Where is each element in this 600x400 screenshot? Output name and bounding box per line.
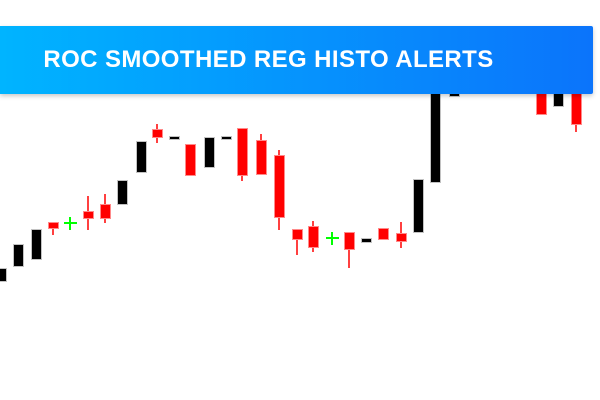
- candle-body: [82, 211, 94, 219]
- candle-body: [360, 238, 372, 243]
- candle-wick: [296, 229, 298, 255]
- candle-body: [412, 179, 424, 233]
- candle-body: [151, 129, 163, 138]
- candle-body: [395, 233, 407, 242]
- candle-body: [116, 180, 128, 205]
- candle-body: [135, 141, 147, 173]
- banner-title: ROC SMOOTHED REG HISTO ALERTS: [43, 46, 494, 73]
- candle-body: [343, 232, 355, 250]
- alert-banner: ROC SMOOTHED REG HISTO ALERTS: [0, 26, 593, 94]
- candle-body: [203, 137, 215, 168]
- candle-body: [0, 268, 7, 282]
- signal-plus-marker: [63, 216, 77, 230]
- candle-body: [30, 229, 42, 260]
- candle-body: [255, 140, 267, 175]
- candle-body: [307, 226, 319, 248]
- candle-body: [99, 204, 111, 219]
- signal-plus-marker: [325, 231, 339, 245]
- candle-body: [273, 155, 285, 218]
- marker-vertical-bar: [69, 216, 71, 230]
- candle-body: [12, 244, 24, 267]
- candle-body: [377, 228, 389, 240]
- candle-body: [236, 128, 248, 176]
- candle-body: [220, 136, 232, 140]
- candle-body: [184, 144, 196, 176]
- candle-body: [47, 222, 59, 229]
- candle-body: [291, 229, 303, 240]
- candle-wick: [348, 232, 350, 268]
- marker-vertical-bar: [331, 231, 333, 245]
- candle-body: [168, 136, 180, 140]
